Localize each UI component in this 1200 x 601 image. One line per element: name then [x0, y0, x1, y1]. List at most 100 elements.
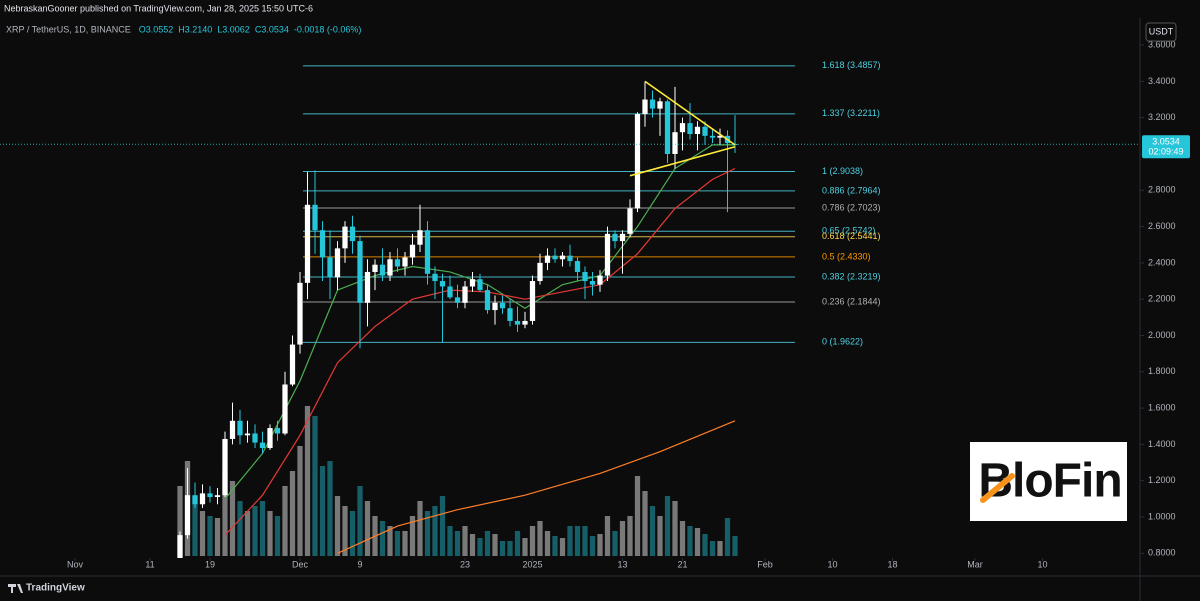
- volume-bar: [589, 536, 596, 556]
- x-tick-label: 13: [617, 559, 627, 569]
- volume-bar: [462, 526, 468, 556]
- y-tick-label: 3.6000: [1148, 39, 1176, 49]
- volume-bar: [319, 466, 326, 556]
- candle-body: [522, 320, 528, 325]
- candle-body: [342, 226, 348, 249]
- volume-bar: [604, 516, 611, 556]
- candle-body: [379, 264, 386, 276]
- symbol: XRP / TetherUS, 1D, BINANCE: [6, 24, 131, 34]
- candle-body: [462, 286, 468, 303]
- candle-body: [409, 244, 416, 258]
- volume-bar: [679, 521, 686, 556]
- candle-body: [597, 275, 603, 285]
- candle-body: [687, 123, 693, 135]
- volume-bar: [342, 506, 348, 556]
- candle-body: [529, 281, 536, 321]
- fib-label: 1.618 (3.4857): [822, 60, 881, 70]
- candle-body: [582, 271, 588, 282]
- candle-body: [499, 302, 506, 309]
- candle-body: [327, 257, 333, 278]
- candle-body: [679, 123, 686, 133]
- candle-body: [289, 344, 296, 385]
- candle-body: [514, 320, 521, 325]
- volume-bar: [664, 496, 671, 556]
- fib-label: 0.886 (2.7964): [822, 185, 881, 195]
- volume-bar: [432, 506, 438, 556]
- candle-body: [702, 126, 708, 136]
- volume-bar: [687, 526, 693, 556]
- x-tick-label: 10: [1037, 559, 1047, 569]
- price-tag-value: 3.0534: [1152, 137, 1180, 147]
- candle-body: [642, 99, 648, 115]
- candle-body: [567, 255, 573, 262]
- candle-body: [544, 255, 551, 263]
- volume-bar: [732, 536, 738, 556]
- candle-body: [394, 259, 401, 267]
- fib-label: 0.382 (2.3219): [822, 271, 881, 281]
- candle-body: [244, 433, 251, 436]
- candle-body: [417, 230, 423, 245]
- footer-icon: [8, 584, 23, 593]
- volume-bar: [259, 501, 266, 556]
- volume-bar: [702, 534, 708, 556]
- y-tick-label: 1.2000: [1148, 475, 1176, 485]
- volume-bar: [192, 496, 198, 556]
- trendline: [629, 145, 736, 177]
- volume-bar: [417, 501, 423, 556]
- candle-body: [177, 535, 183, 558]
- x-tick-label: 21: [677, 559, 687, 569]
- candle-body: [612, 233, 618, 242]
- x-tick-label: Mar: [967, 559, 983, 569]
- volume-bar: [297, 446, 303, 556]
- candle-body: [364, 271, 371, 303]
- volume-bar: [559, 538, 566, 556]
- logo-accent: [980, 473, 1015, 503]
- candle-body: [454, 297, 461, 303]
- candle-body: [402, 257, 408, 267]
- logo-box: [970, 442, 1127, 521]
- candle-body: [184, 495, 191, 536]
- currency-box: [1145, 22, 1177, 42]
- y-tick-label: 2.2000: [1148, 294, 1176, 304]
- y-tick-label: 1.6000: [1148, 402, 1176, 412]
- candle-body: [694, 126, 701, 135]
- volume-bar: [304, 406, 311, 556]
- fib-label: 1 (2.9038): [822, 166, 863, 176]
- candle-body: [349, 226, 356, 242]
- candle-body: [192, 495, 198, 505]
- candle-body: [372, 264, 378, 272]
- candle-body: [424, 230, 431, 274]
- volume-bar: [657, 516, 663, 556]
- volume-bar: [439, 496, 446, 556]
- volume-bar: [694, 528, 701, 556]
- candle-body: [717, 135, 723, 138]
- volume-bar: [312, 416, 318, 556]
- candle-body: [559, 255, 566, 260]
- candle-body: [477, 279, 483, 291]
- volume-bar: [289, 471, 296, 556]
- candle-body: [274, 428, 281, 434]
- volume-bar: [627, 516, 633, 556]
- volume-bar: [409, 516, 416, 556]
- candle-body: [447, 286, 453, 298]
- y-tick-label: 1.0000: [1148, 511, 1176, 521]
- volume-bar: [327, 461, 333, 556]
- x-tick-label: Dec: [292, 559, 309, 569]
- candle-body: [439, 281, 446, 287]
- candle-body: [207, 493, 213, 498]
- volume-bar: [402, 531, 408, 556]
- candle-body: [619, 233, 626, 242]
- volume-bar: [364, 501, 371, 556]
- footer: TradingView: [26, 583, 85, 594]
- legend-value: O3.0552: [139, 24, 174, 34]
- volume-bar: [387, 526, 393, 556]
- volume-bar: [537, 521, 543, 556]
- candle-body: [229, 420, 236, 439]
- legend-value: L3.0062: [217, 24, 250, 34]
- volume-bar: [199, 511, 206, 556]
- logo: BloFin: [978, 455, 1121, 508]
- fib-label: 0.236 (2.1844): [822, 296, 881, 306]
- candle-body: [709, 135, 716, 138]
- candle-body: [214, 495, 221, 498]
